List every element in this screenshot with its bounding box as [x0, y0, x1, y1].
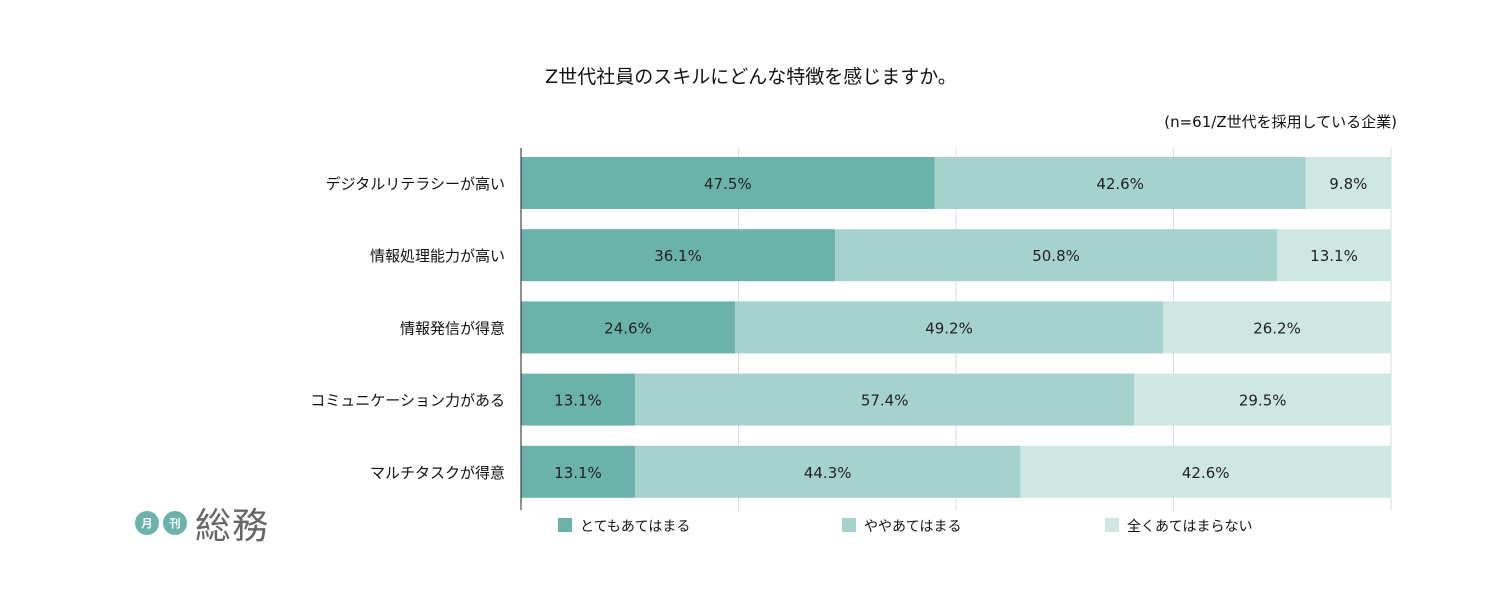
legend-label: 全くあてはまらない — [1127, 518, 1252, 535]
data-label: 49.2% — [925, 319, 973, 337]
data-label: 42.6% — [1182, 464, 1230, 482]
bar-segment — [1305, 157, 1391, 209]
legend-swatch — [842, 518, 856, 532]
logo-circle-2: 刊 — [163, 511, 187, 535]
logo-text: 総務 — [195, 506, 270, 547]
bar-segment — [634, 445, 1021, 498]
data-label: 50.8% — [1032, 247, 1080, 265]
data-label: 36.1% — [654, 247, 702, 265]
data-label: 29.5% — [1239, 392, 1287, 410]
bar-segment — [1020, 445, 1391, 498]
data-label: 26.2% — [1253, 319, 1301, 337]
category-label: 情報発信が得意 — [400, 319, 505, 337]
bar-segment — [521, 157, 935, 209]
logo-circle-1: 月 — [135, 511, 159, 535]
data-label: 57.4% — [861, 392, 909, 410]
data-label: 47.5% — [704, 175, 752, 193]
bar-segment — [521, 229, 836, 282]
legend-swatch — [1105, 518, 1119, 532]
data-label: 13.1% — [554, 392, 602, 410]
data-label: 42.6% — [1096, 175, 1144, 193]
bar-segment — [1163, 301, 1391, 354]
category-label: マルチタスクが得意 — [370, 464, 505, 482]
bar-segment — [521, 445, 635, 498]
bar-segment — [521, 373, 635, 426]
legend-swatch — [558, 518, 572, 532]
bar-segment — [934, 157, 1306, 209]
category-label: コミュニケーション力がある — [310, 392, 505, 410]
sample-note: (n=61/Z世代を採用している企業) — [1164, 113, 1397, 131]
bar-segment — [835, 229, 1278, 282]
legend-label: ややあてはまる — [864, 519, 961, 535]
data-label: 13.1% — [1310, 247, 1358, 265]
data-label: 9.8% — [1329, 175, 1367, 193]
bar-segment — [1277, 229, 1391, 282]
bar-segment — [735, 301, 1164, 354]
data-label: 24.6% — [604, 319, 652, 337]
category-label: 情報処理能力が高い — [370, 247, 505, 265]
legend-label: とてもあてはまる — [580, 519, 690, 535]
data-label: 44.3% — [804, 464, 852, 482]
bar-segment — [521, 301, 736, 354]
data-label: 13.1% — [554, 464, 602, 482]
bar-segment — [634, 373, 1135, 426]
bar-segment — [1134, 373, 1391, 426]
chart-title: Z世代社員のスキルにどんな特徴を感じますか。 — [545, 66, 957, 88]
category-label: デジタルリテラシーが高い — [326, 175, 505, 193]
publisher-logo: 月 刊 総務 — [135, 497, 269, 549]
